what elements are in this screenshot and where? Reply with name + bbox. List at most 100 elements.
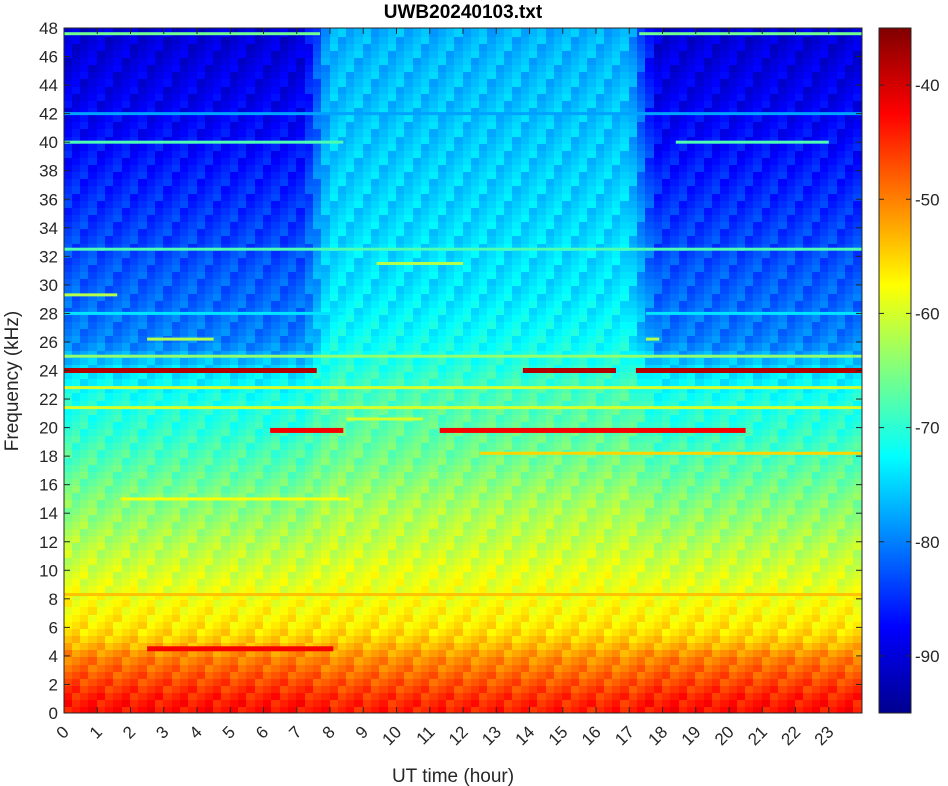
heatmap-cell	[413, 199, 423, 208]
heatmap-cell	[188, 363, 198, 372]
heatmap-cell	[330, 456, 340, 465]
heatmap-cell	[113, 399, 124, 408]
heatmap-cell	[138, 213, 149, 222]
heatmap-cell	[354, 420, 365, 429]
heatmap-cell	[238, 49, 248, 58]
heatmap-cell	[246, 663, 257, 672]
heatmap-cell	[163, 456, 174, 465]
heatmap-cell	[205, 684, 215, 693]
heatmap-cell	[163, 399, 174, 408]
heatmap-cell	[238, 370, 248, 379]
heatmap-cell	[379, 85, 390, 94]
heatmap-cell	[404, 477, 415, 486]
heatmap-cell	[305, 49, 315, 58]
heatmap-cell	[396, 491, 406, 500]
heatmap-cell	[64, 406, 74, 415]
heatmap-cell	[213, 256, 223, 265]
heatmap-cell	[429, 42, 440, 51]
heatmap-cell	[438, 270, 448, 279]
heatmap-cell	[138, 349, 149, 358]
heatmap-cell	[138, 363, 149, 372]
heatmap-cell	[379, 249, 390, 258]
heatmap-cell	[213, 548, 223, 558]
heatmap-cell	[130, 613, 140, 622]
heatmap-cell	[105, 399, 115, 408]
heatmap-cell	[288, 177, 298, 186]
heatmap-cell	[288, 135, 298, 144]
heatmap-cell	[330, 242, 340, 251]
heatmap-cell	[454, 677, 464, 686]
heatmap-cell	[130, 556, 140, 565]
heatmap-cell	[280, 42, 290, 51]
heatmap-cell	[221, 698, 232, 707]
heatmap-cell	[321, 120, 331, 129]
heatmap-cell	[379, 363, 390, 372]
heatmap-cell	[105, 234, 115, 244]
heatmap-cell	[122, 406, 132, 415]
heatmap-cell	[396, 142, 406, 151]
heatmap-cell	[454, 420, 464, 429]
heatmap-cell	[138, 234, 149, 244]
heatmap-cell	[396, 199, 406, 208]
heatmap-cell	[105, 313, 115, 322]
heatmap-cell	[363, 620, 373, 629]
heatmap-cell	[288, 292, 298, 301]
heatmap-cell	[363, 705, 373, 713]
heatmap-cell	[97, 577, 107, 586]
heatmap-cell	[147, 220, 157, 229]
heatmap-cell	[396, 463, 406, 472]
heatmap-cell	[180, 605, 190, 615]
heatmap-cell	[371, 570, 381, 579]
heatmap-cell	[88, 684, 99, 693]
heatmap-cell	[230, 663, 240, 672]
heatmap-cell	[72, 456, 82, 465]
heatmap-cell	[363, 548, 373, 558]
heatmap-cell	[230, 249, 240, 258]
heatmap-cell	[188, 470, 198, 479]
heatmap-cell	[404, 456, 415, 465]
heatmap-cell	[271, 170, 282, 179]
heatmap-cell	[221, 491, 232, 500]
heatmap-cell	[105, 691, 115, 700]
heatmap-cell	[188, 327, 198, 336]
heatmap-cell	[213, 670, 223, 679]
heatmap-cell	[305, 605, 315, 615]
heatmap-cell	[288, 655, 298, 665]
heatmap-cell	[122, 163, 132, 172]
heatmap-cell	[371, 263, 381, 272]
heatmap-cell	[446, 56, 456, 65]
heatmap-cell	[180, 413, 190, 422]
heatmap-cell	[346, 77, 356, 87]
heatmap-cell	[80, 541, 90, 550]
heatmap-cell	[438, 541, 448, 550]
heatmap-cell	[438, 498, 448, 508]
heatmap-cell	[238, 313, 248, 322]
heatmap-cell	[280, 249, 290, 258]
heatmap-cell	[97, 520, 107, 529]
heatmap-cell	[172, 156, 182, 165]
heatmap-cell	[454, 641, 464, 650]
heatmap-cell	[396, 356, 406, 365]
heatmap-cell	[172, 556, 182, 565]
heatmap-cell	[338, 292, 348, 301]
heatmap-cell	[338, 663, 348, 672]
heatmap-cell	[246, 620, 257, 629]
heatmap-cell	[147, 242, 157, 251]
heatmap-cell	[288, 391, 298, 401]
heatmap-cell	[122, 448, 132, 458]
heatmap-cell	[396, 527, 406, 536]
heatmap-cell	[105, 85, 115, 94]
heatmap-cell	[88, 270, 99, 279]
heatmap-cell	[80, 320, 90, 329]
heatmap-cell	[288, 56, 298, 65]
heatmap-cell	[330, 234, 340, 244]
heatmap-cell	[363, 299, 373, 308]
heatmap-cell	[280, 113, 290, 122]
heatmap-cell	[429, 156, 440, 165]
heatmap-cell	[147, 470, 157, 479]
heatmap-cell	[371, 242, 381, 251]
heatmap-cell	[97, 563, 107, 572]
heatmap-cell	[438, 627, 448, 636]
heatmap-cell	[413, 377, 423, 386]
heatmap-cell	[113, 598, 124, 607]
